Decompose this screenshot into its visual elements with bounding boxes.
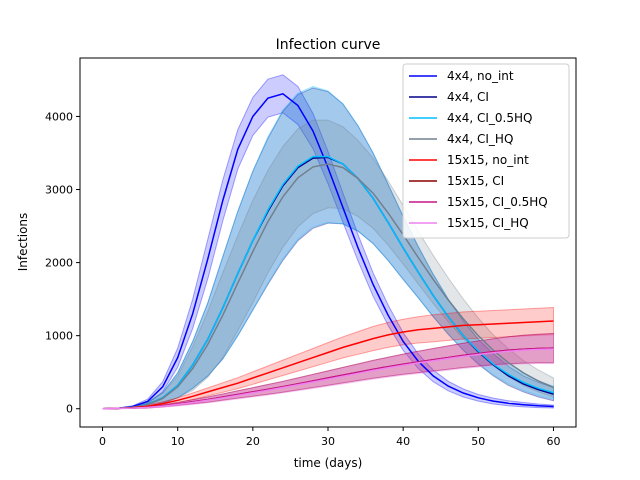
- series-1-line: [102, 92, 554, 410]
- x-tick-label: 50: [471, 435, 485, 448]
- y-tick-label: 4000: [45, 110, 73, 123]
- x-tick-label: 30: [321, 435, 335, 448]
- series-5-line: [102, 320, 554, 410]
- y-tick-label: 0: [66, 403, 73, 416]
- x-axis-ticks: 0 10 20 30 40 50 60: [99, 427, 560, 448]
- series-8-band: [102, 333, 554, 410]
- y-tick-label: 1000: [45, 330, 73, 343]
- series-4-line: [102, 163, 554, 410]
- legend-label: 15x15, CI_HQ: [447, 216, 529, 230]
- legend: 4x4, no_int 4x4, CI 4x4, CI_0.5HQ 4x4, CI_H…: [402, 63, 570, 239]
- series-1-band: [102, 74, 554, 410]
- y-tick-label: 2000: [45, 257, 73, 270]
- y-tick-label: 3000: [45, 184, 73, 197]
- series-8-line: [102, 348, 554, 410]
- legend-label: 4x4, CI: [447, 90, 489, 104]
- x-tick-label: 0: [99, 435, 106, 448]
- legend-label: 15x15, CI: [447, 174, 504, 188]
- legend-label: 4x4, no_int: [447, 69, 514, 83]
- chart-title: Infection curve: [276, 37, 381, 53]
- legend-frame: [402, 63, 570, 239]
- series-3-line: [102, 155, 554, 410]
- legend-label: 15x15, CI_0.5HQ: [447, 195, 548, 209]
- x-tick-label: 60: [546, 435, 560, 448]
- series-lines: [102, 92, 554, 410]
- y-axis-label: Infections: [16, 213, 30, 272]
- legend-label: 4x4, CI_0.5HQ: [447, 111, 532, 125]
- x-axis-label: time (days): [294, 456, 363, 470]
- x-tick-label: 10: [171, 435, 185, 448]
- x-tick-label: 40: [396, 435, 410, 448]
- legend-label: 15x15, no_int: [447, 153, 529, 167]
- legend-label: 4x4, CI_HQ: [447, 132, 513, 146]
- x-tick-label: 20: [246, 435, 260, 448]
- y-axis-ticks: 0 1000 2000 3000 4000: [45, 110, 80, 416]
